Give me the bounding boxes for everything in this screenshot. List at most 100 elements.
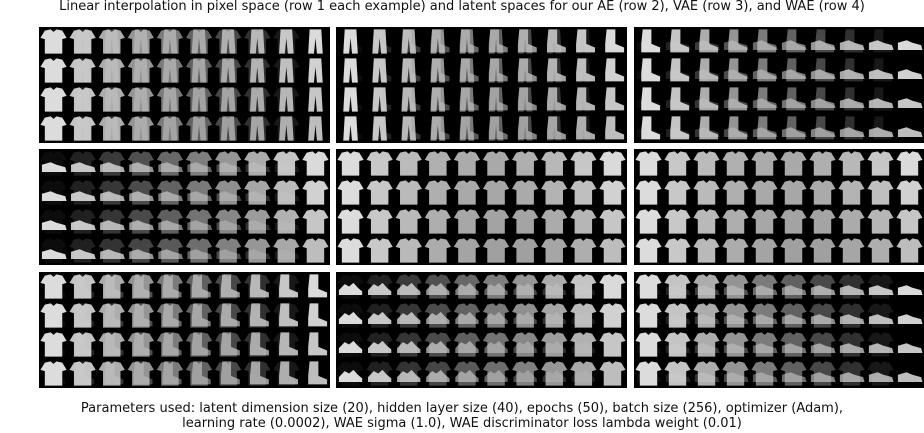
interpolation-cell bbox=[302, 209, 329, 234]
interpolation-cell bbox=[664, 209, 691, 234]
interpolation-cell bbox=[98, 116, 125, 141]
interpolation-cell bbox=[156, 116, 184, 141]
interpolation-cell bbox=[809, 274, 836, 299]
interpolation-cell bbox=[576, 29, 595, 54]
interpolation-panel-svg bbox=[635, 274, 923, 386]
interpolation-cell bbox=[722, 361, 749, 386]
interpolation-cell bbox=[512, 274, 539, 299]
interpolation-cell bbox=[867, 303, 894, 328]
interpolation-cell bbox=[395, 151, 422, 176]
interpolation-cell bbox=[751, 332, 778, 357]
figure-title: Linear interpolation in pixel space (row… bbox=[59, 0, 865, 14]
interpolation-cell bbox=[98, 29, 125, 54]
interpolation-cell bbox=[723, 58, 749, 82]
interpolation-cell bbox=[867, 332, 894, 357]
interpolation-panel-svg bbox=[337, 274, 626, 386]
interpolation-cell bbox=[751, 151, 778, 176]
interpolation-cell bbox=[512, 361, 539, 386]
interpolation-cell bbox=[751, 180, 778, 205]
interpolation-cell bbox=[839, 87, 865, 111]
interpolation-cell bbox=[185, 332, 213, 357]
interpolation-cell bbox=[215, 361, 242, 386]
interpolation-cell bbox=[570, 303, 597, 328]
interpolation-cell bbox=[273, 116, 300, 141]
interpolation-cell bbox=[244, 29, 271, 54]
interpolation-cell bbox=[453, 180, 481, 205]
interpolation-cell bbox=[127, 361, 154, 386]
interpolation-cell bbox=[40, 303, 67, 328]
interpolation-cell bbox=[541, 151, 568, 176]
interpolation-cell bbox=[273, 361, 300, 386]
interpolation-cell bbox=[185, 209, 213, 234]
interpolation-cell bbox=[337, 180, 364, 205]
interpolation-cell bbox=[512, 180, 539, 205]
interpolation-cell bbox=[395, 274, 422, 299]
interpolation-cell bbox=[867, 238, 894, 263]
interpolation-cell bbox=[40, 209, 67, 234]
interpolation-cell bbox=[576, 58, 595, 83]
interpolation-cell bbox=[69, 361, 96, 386]
interpolation-cell bbox=[570, 209, 597, 234]
interpolation-cell bbox=[40, 58, 67, 83]
interpolation-cell bbox=[512, 303, 539, 328]
interpolation-cell bbox=[897, 285, 923, 295]
interpolation-cell bbox=[517, 87, 537, 112]
interpolation-panel-svg bbox=[40, 29, 323, 141]
interpolation-cell bbox=[839, 58, 865, 82]
interpolation-cell bbox=[693, 209, 720, 234]
interpolation-cell bbox=[635, 209, 662, 234]
interpolation-cell bbox=[424, 361, 451, 386]
interpolation-cell bbox=[839, 29, 865, 53]
interpolation-cell bbox=[867, 180, 894, 205]
interpolation-cell bbox=[722, 238, 749, 263]
interpolation-cell bbox=[897, 127, 923, 137]
interpolation-cell bbox=[723, 29, 749, 53]
interpolation-cell bbox=[156, 180, 184, 205]
interpolation-cell bbox=[488, 58, 508, 83]
interpolation-cell bbox=[185, 180, 213, 205]
interpolation-cell bbox=[401, 116, 421, 141]
interpolation-cell bbox=[781, 116, 807, 140]
interpolation-cell bbox=[665, 58, 691, 82]
interpolation-cell bbox=[693, 274, 720, 299]
interpolation-cell bbox=[40, 87, 67, 112]
interpolation-cell bbox=[809, 361, 836, 386]
interpolation-cell bbox=[896, 180, 923, 205]
interpolation-cell bbox=[127, 58, 154, 83]
interpolation-panel-svg bbox=[337, 151, 626, 263]
interpolation-cell bbox=[838, 209, 865, 234]
interpolation-cell bbox=[781, 29, 807, 53]
interpolation-cell bbox=[838, 180, 865, 205]
interpolation-cell bbox=[215, 238, 242, 263]
interpolation-cell bbox=[512, 238, 539, 263]
interpolation-panel-svg bbox=[636, 29, 923, 140]
interpolation-cell bbox=[98, 274, 125, 299]
interpolation-cell bbox=[69, 116, 96, 141]
interpolation-cell bbox=[664, 274, 691, 299]
interpolation-cell bbox=[635, 180, 662, 205]
interpolation-cell bbox=[722, 332, 749, 357]
interpolation-cell bbox=[244, 58, 271, 83]
interpolation-cell bbox=[752, 29, 778, 53]
interpolation-cell bbox=[576, 116, 595, 141]
interpolation-cell bbox=[40, 29, 67, 54]
interpolation-cell bbox=[512, 151, 539, 176]
interpolation-cell bbox=[570, 238, 597, 263]
interpolation-cell bbox=[156, 29, 184, 54]
interpolation-panel-1 bbox=[39, 27, 330, 143]
interpolation-cell bbox=[665, 29, 691, 53]
interpolation-cell bbox=[664, 180, 691, 205]
interpolation-cell bbox=[867, 209, 894, 234]
interpolation-cell bbox=[896, 209, 923, 234]
interpolation-cell bbox=[424, 238, 451, 263]
interpolation-cell bbox=[636, 116, 662, 140]
interpolation-cell bbox=[337, 238, 364, 263]
interpolation-panel-svg bbox=[40, 274, 328, 386]
interpolation-cell bbox=[780, 238, 807, 263]
interpolation-cell bbox=[838, 303, 865, 328]
interpolation-cell bbox=[244, 303, 271, 328]
interpolation-cell bbox=[723, 87, 749, 111]
interpolation-cell bbox=[482, 303, 510, 328]
interpolation-cell bbox=[244, 332, 271, 357]
interpolation-cell bbox=[273, 303, 300, 328]
